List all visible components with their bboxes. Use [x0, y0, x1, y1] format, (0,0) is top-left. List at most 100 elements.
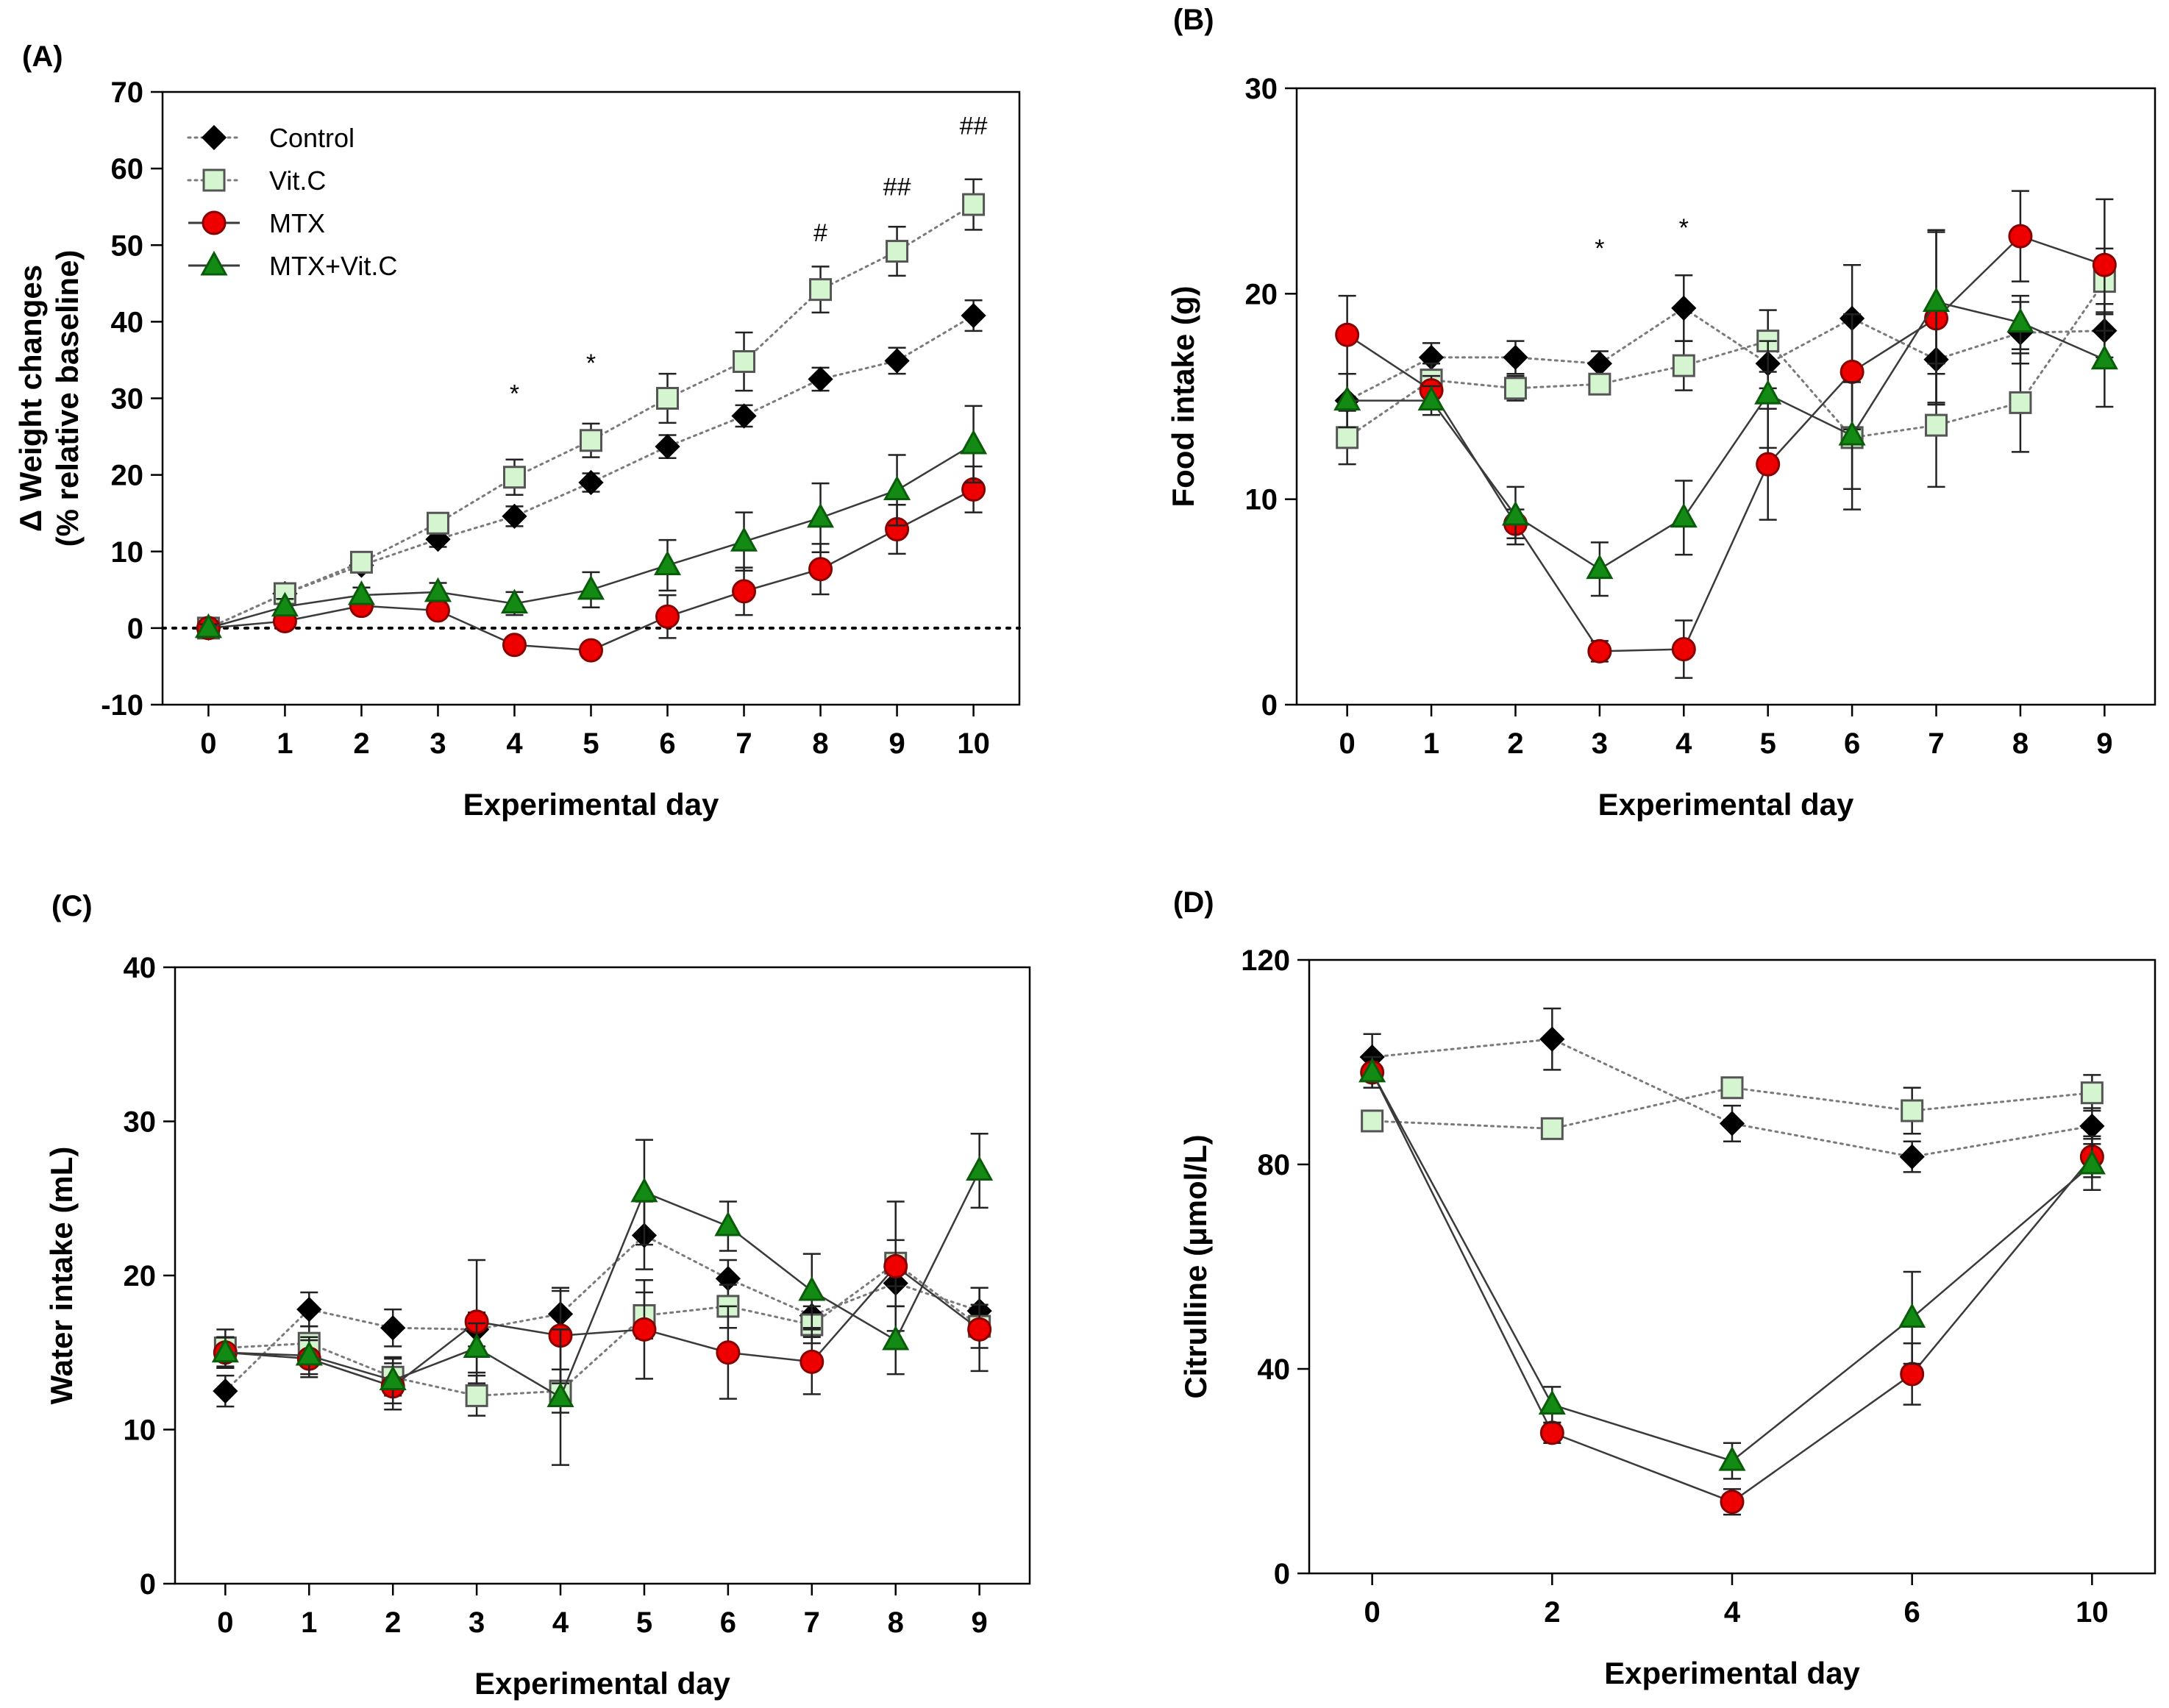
panel-c-x-tick-label: 7 [804, 1606, 820, 1639]
panel-d-data-point-mtx [1900, 1362, 1925, 1387]
panel-b-x-tick-label: 6 [1844, 727, 1860, 760]
panel-c-y-axis-title: Water intake (mL) [44, 1147, 79, 1405]
panel-b-data-point-mtxvitc [1333, 385, 1361, 411]
panel-d-x-axis-title: Experimental day [1604, 1656, 1860, 1690]
legend: Control Vit.C MTX MTX+Vit.C [187, 123, 397, 281]
panel-a-data-point-mtxvitc [883, 475, 911, 500]
panel-d-x-tick-label: 6 [1904, 1596, 1920, 1629]
panel-a-y-tick-label: 10 [111, 536, 144, 569]
panel-b-y-axis-title: Food intake (g) [1166, 286, 1200, 508]
panel-b-series-line-mtx [1346, 235, 2105, 652]
panel-d: (D) 0 40 80 120 0 2 4 6 10 Experimental day Citrul… [1173, 886, 2156, 1690]
panel-b-data-point-mtxvitc [1417, 385, 1445, 411]
panel-c-series-line-vitc [224, 1262, 981, 1397]
panel-a-x-tick-label: 9 [888, 727, 905, 760]
panel-a-y-tick-label: 30 [111, 383, 144, 416]
panel-a-data-point-mtxvitc [347, 580, 375, 605]
panel-b-y-tick-label: 10 [1245, 484, 1278, 516]
panel-c-y-tick-label: 40 [124, 952, 157, 984]
panel-b: (B) 0 10 20 30 0 1 2 3 4 5 6 7 8 9 Experimental day Foo… [1166, 4, 2156, 822]
panel-c-data-point-mtxvitc [295, 1340, 323, 1366]
panel-d-series-mtxvitc [1358, 1056, 2106, 1480]
panel-a-data-point-control [884, 348, 910, 374]
legend-item-mtx: MTX [188, 208, 325, 238]
panel-c-series-control [213, 1200, 992, 1408]
panel-a-data-point-vitc [962, 193, 986, 216]
panel-d-data-point-mtxvitc [1538, 1389, 1566, 1415]
panel-c-data-point-control [296, 1296, 322, 1323]
panel-c-series-line-mtx [225, 1264, 980, 1388]
legend-item-control: Control [187, 123, 355, 153]
panel-b-label: (B) [1173, 4, 1214, 36]
legend-marker-vitc [202, 168, 226, 192]
panel-c-data-point-mtxvitc [630, 1177, 658, 1203]
panel-a-series-line-mtx [208, 488, 975, 652]
panel-a-series-vitc [196, 178, 986, 640]
panel-a-x-tick-label: 6 [659, 727, 675, 760]
panel-a-x-tick-label: 8 [812, 727, 828, 760]
panel-a-significance-mark: * [586, 349, 596, 377]
panel-b-x-tick-label: 5 [1760, 727, 1776, 760]
panel-a-significance-mark: * [510, 380, 519, 408]
panel-c-series-mtxvitc [211, 1133, 994, 1466]
panel-c-x-tick-label: 5 [636, 1606, 652, 1639]
panel-a-data-point-vitc [349, 550, 373, 574]
panel-c-x-tick-label: 3 [469, 1606, 485, 1639]
panel-d-y-axis-title: Citrulline (μmol/L) [1178, 1134, 1213, 1398]
legend-label: MTX [269, 208, 325, 238]
panel-c-data-point-mtxvitc [463, 1333, 491, 1358]
panel-a-data-point-vitc [580, 429, 602, 452]
panel-d-x-tick-label: 4 [1724, 1596, 1741, 1629]
legend-label: Vit.C [269, 166, 326, 196]
panel-d-data-point-vitc [1361, 1109, 1384, 1133]
panel-a-data-point-mtxvitc [500, 588, 529, 614]
panel-b-data-point-mtx [1587, 638, 1612, 663]
panel-a-y-tick-label: -10 [101, 689, 143, 722]
panel-a-data-point-mtxvitc [653, 550, 682, 575]
panel-c-x-tick-label: 4 [552, 1606, 569, 1639]
panel-a-data-point-mtxvitc [577, 574, 605, 600]
panel-c-y-tick-label: 0 [140, 1568, 156, 1601]
panel-c-data-point-mtxvitc [882, 1325, 910, 1351]
panel-c-data-point-control [380, 1315, 406, 1341]
panel-a-x-tick-label: 4 [506, 727, 523, 760]
panel-b-data-point-mtx [1671, 637, 1696, 662]
panel-b-data-point-mtx [1756, 452, 1781, 477]
panel-d-y-tick-label: 40 [1258, 1353, 1291, 1386]
panel-b-data-point-vitc [1672, 354, 1695, 377]
panel-a-x-tick-label: 3 [430, 727, 446, 760]
legend-marker-mtx [202, 210, 227, 235]
panel-b-x-tick-label: 2 [1507, 727, 1523, 760]
panel-d-y-tick-label: 80 [1258, 1149, 1291, 1181]
panel-a-data-point-mtx [655, 604, 680, 629]
panel-d-data-point-vitc [1540, 1117, 1564, 1140]
panel-a-y-tick-label: 0 [127, 613, 143, 645]
panel-a-data-point-control [808, 366, 833, 392]
panel-b-significance-mark: * [1595, 235, 1604, 263]
panel-c-data-point-mtx [883, 1253, 908, 1278]
panel-c-x-tick-label: 9 [972, 1606, 988, 1639]
panel-a-data-point-mtxvitc [424, 577, 452, 602]
panel-c-x-tick-label: 0 [217, 1606, 233, 1639]
panel-b-x-tick-label: 3 [1592, 727, 1608, 760]
panel-a-data-point-mtxvitc [194, 613, 222, 638]
panel-d-data-point-vitc [1901, 1099, 1924, 1122]
panel-c-data-point-mtx [632, 1317, 657, 1342]
panel-c-series-line-control [224, 1234, 981, 1392]
panel-d-data-point-control [1719, 1111, 1745, 1136]
panel-a-data-point-control [961, 302, 986, 329]
panel-a-x-tick-label: 0 [200, 727, 216, 760]
panel-a-data-point-vitc [809, 278, 833, 302]
panel-c: (C) 0 10 20 30 40 0 1 2 3 4 5 6 7 8 9 Experimental day W… [44, 890, 1031, 1701]
panel-d-plot-frame [1308, 958, 2156, 1575]
panel-a-data-point-control [731, 403, 757, 429]
panel-a-data-point-control [578, 469, 604, 496]
panel-d-data-point-mtx [1539, 1420, 1564, 1445]
panel-b-x-tick-label: 7 [1928, 727, 1944, 760]
panel-b-series-line-control [1346, 307, 2106, 402]
panel-b-series-mtxvitc [1333, 229, 2118, 597]
panel-a-x-tick-label: 5 [583, 727, 599, 760]
panel-c-x-tick-label: 2 [385, 1606, 401, 1639]
legend-marker-control [201, 124, 227, 151]
